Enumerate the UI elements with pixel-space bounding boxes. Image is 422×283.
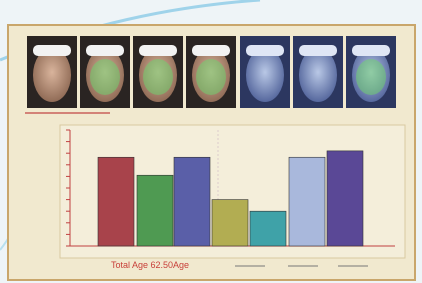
headband bbox=[192, 45, 230, 56]
overlay bbox=[143, 59, 173, 95]
headband bbox=[246, 45, 284, 56]
overlay bbox=[356, 59, 386, 95]
bar bbox=[98, 157, 134, 246]
bar bbox=[289, 157, 325, 246]
bar bbox=[212, 200, 248, 246]
face bbox=[33, 48, 71, 102]
overlay bbox=[196, 59, 226, 95]
bar bbox=[250, 211, 286, 246]
headband bbox=[86, 45, 124, 56]
total-age: Total Age 62.50Age bbox=[111, 260, 189, 270]
photo-row bbox=[27, 36, 396, 108]
bar bbox=[137, 175, 173, 246]
bar bbox=[327, 151, 363, 246]
bar bbox=[174, 157, 210, 246]
report: Total Age 62.50Age bbox=[0, 0, 422, 283]
headband bbox=[299, 45, 337, 56]
face bbox=[246, 48, 284, 102]
headband bbox=[139, 45, 177, 56]
overlay bbox=[90, 59, 120, 95]
face bbox=[299, 48, 337, 102]
headband bbox=[352, 45, 390, 56]
headband bbox=[33, 45, 71, 56]
